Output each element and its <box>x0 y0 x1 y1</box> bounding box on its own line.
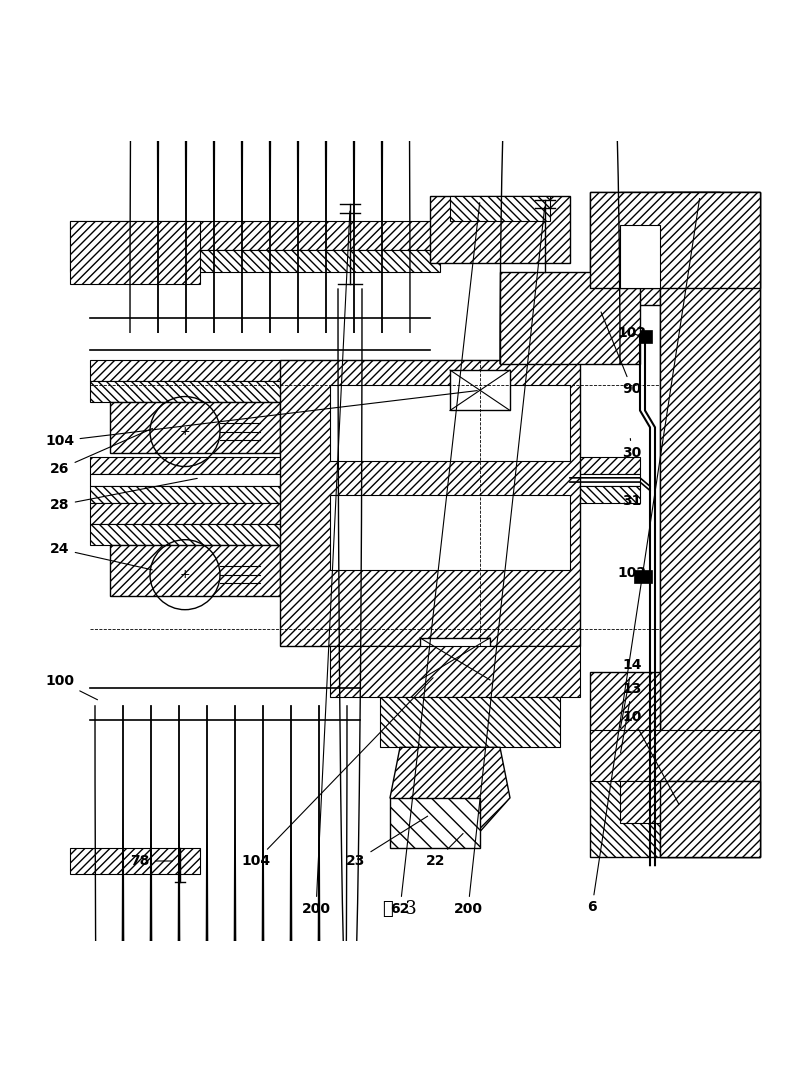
Text: 200: 200 <box>454 207 545 916</box>
Text: 30: 30 <box>622 438 642 460</box>
Text: 102: 102 <box>618 566 646 580</box>
Bar <box>660 781 760 857</box>
Bar <box>90 474 640 486</box>
Bar <box>590 672 660 773</box>
Bar <box>390 797 480 848</box>
Bar <box>634 570 652 583</box>
Bar <box>420 638 490 679</box>
Text: 13: 13 <box>621 682 642 753</box>
Bar <box>450 196 550 221</box>
Text: 100: 100 <box>46 674 98 700</box>
Text: 24: 24 <box>50 542 152 570</box>
Bar <box>70 221 440 250</box>
Bar <box>90 457 640 474</box>
Text: 23: 23 <box>346 816 428 868</box>
Bar <box>330 646 580 697</box>
Bar <box>660 192 760 857</box>
Text: 28: 28 <box>50 478 198 512</box>
Text: 104: 104 <box>46 391 478 448</box>
Text: +: + <box>180 425 190 438</box>
Bar <box>620 192 720 225</box>
Bar <box>330 385 570 461</box>
Text: 6: 6 <box>587 198 699 914</box>
Bar <box>590 192 720 301</box>
Bar <box>380 697 560 748</box>
Bar <box>620 225 660 289</box>
Text: 图  3: 图 3 <box>383 900 417 918</box>
Text: 200: 200 <box>302 211 350 916</box>
Bar <box>430 196 570 263</box>
Bar <box>634 330 652 343</box>
Bar <box>660 192 760 857</box>
Text: 31: 31 <box>622 489 642 509</box>
Bar <box>70 250 440 272</box>
Bar <box>280 360 580 646</box>
Bar <box>590 192 760 289</box>
Text: 22: 22 <box>426 833 463 868</box>
Text: 104: 104 <box>242 677 433 868</box>
Text: 26: 26 <box>50 428 153 476</box>
Bar <box>590 773 660 857</box>
Bar <box>330 494 570 570</box>
Bar <box>90 360 560 381</box>
Bar <box>590 272 720 305</box>
Bar <box>90 524 560 545</box>
Text: +: + <box>180 568 190 581</box>
Bar <box>450 370 510 410</box>
Bar <box>90 381 560 403</box>
Bar <box>110 545 280 596</box>
Text: 62: 62 <box>390 202 480 916</box>
Bar <box>110 403 280 452</box>
Bar <box>90 486 640 503</box>
Text: 90: 90 <box>601 312 642 396</box>
Text: 78: 78 <box>130 854 172 868</box>
Text: 14: 14 <box>621 658 642 728</box>
Text: 102: 102 <box>618 326 646 340</box>
Bar <box>590 730 760 781</box>
Polygon shape <box>390 748 510 832</box>
Text: 10: 10 <box>622 710 678 804</box>
Bar <box>90 503 560 524</box>
Bar <box>70 221 200 285</box>
Bar <box>500 272 640 365</box>
Bar <box>70 848 200 873</box>
Bar <box>620 781 760 823</box>
